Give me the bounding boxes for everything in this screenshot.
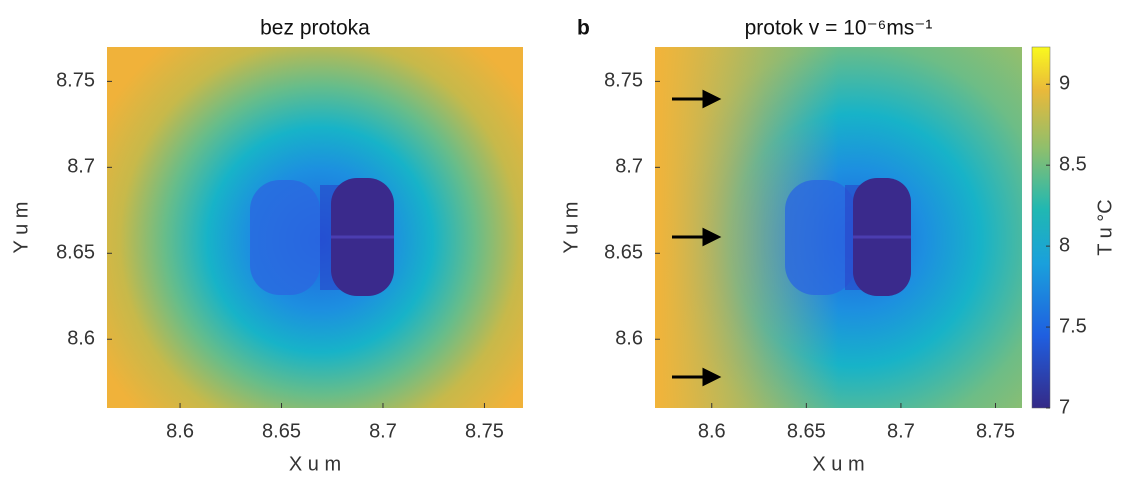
y-tick-label: 8.65 [604,242,643,264]
y-tick-label: 8.6 [615,328,643,350]
flow-arrows [672,89,722,387]
y-tick-label: 8.65 [56,242,95,264]
colorbar-tick-label: 7.5 [1059,315,1087,337]
y-axis-label: Y u m [560,202,582,254]
x-tick-label: 8.75 [976,420,1015,442]
panel-label: b [577,17,590,40]
colorbar-tick-label: 8.5 [1059,153,1087,175]
colorbar-tick-label: 8 [1059,234,1070,256]
colorbar-label: T u °C [1094,199,1116,256]
y-tick-label: 8.7 [67,156,95,178]
colorbar-tick-label: 7 [1059,396,1070,418]
colorbar-tick-label: 9 [1059,73,1070,95]
x-axis-label: X u m [812,453,864,475]
x-tick-label: 8.75 [465,420,504,442]
colorbar [1031,46,1051,409]
y-axis-label: Y u m [10,202,32,254]
x-tick-label: 8.6 [166,420,194,442]
x-axis-label: X u m [289,453,341,475]
heatmap-field [107,47,523,408]
chart-title: protok v = 10⁻⁶ms⁻¹ [745,17,933,40]
x-tick-label: 8.65 [262,420,301,442]
y-tick-label: 8.75 [604,70,643,92]
y-tick-label: 8.6 [67,328,95,350]
heatmap-field [655,47,1022,408]
chart-title: bez protoka [260,17,370,40]
x-tick-label: 8.7 [369,420,397,442]
y-tick-label: 8.75 [56,70,95,92]
x-tick-label: 8.6 [698,420,726,442]
x-tick-label: 8.7 [887,420,915,442]
x-tick-label: 8.65 [787,420,826,442]
y-tick-label: 8.7 [615,156,643,178]
